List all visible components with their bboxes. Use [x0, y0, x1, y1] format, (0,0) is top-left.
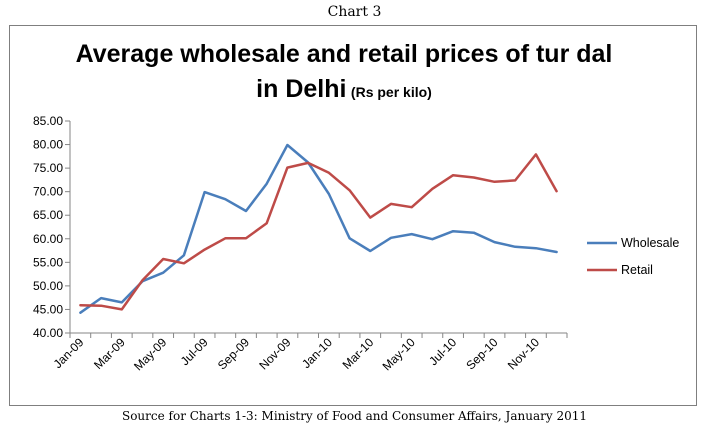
series-layer	[79, 143, 558, 314]
x-tick-label: Nov-09	[256, 335, 293, 372]
chart-subtitle-line: in Delhi (Rs per kilo)	[10, 75, 678, 104]
x-tick-label: Mar-09	[91, 335, 128, 372]
legend-label-retail: Retail	[621, 263, 653, 277]
y-tick-label: 45.00	[33, 302, 63, 316]
chart-frame	[9, 25, 697, 406]
x-tick-label: Mar-10	[340, 335, 377, 372]
y-tick-label: 50.00	[33, 279, 63, 293]
legend: Wholesale Retail	[587, 236, 679, 277]
x-tick-label: May-09	[131, 335, 169, 373]
y-tick-label: 40.00	[33, 326, 63, 340]
y-tick-label: 75.00	[33, 161, 63, 175]
y-tick-label: 70.00	[33, 185, 63, 199]
series-line-retail	[79, 153, 558, 311]
x-tick-label: Sep-10	[463, 335, 500, 372]
x-tick-label: Jan-09	[51, 335, 87, 371]
x-tick-label: Jul-10	[426, 335, 459, 368]
legend-label-wholesale: Wholesale	[621, 236, 679, 250]
y-axis: 40.00 45.00 50.00 55.00 60.00 65.00 70.00 75.00…	[33, 114, 71, 340]
y-tick-label: 60.00	[33, 232, 63, 246]
y-tick-label: 85.00	[33, 114, 63, 128]
y-tick-label: 80.00	[33, 138, 63, 152]
chart-number-label: Chart 3	[327, 4, 382, 20]
x-tick-label: Sep-09	[215, 335, 252, 372]
series-line-wholesale	[79, 143, 558, 314]
chart-title-location: in Delhi	[256, 75, 347, 103]
x-axis: Jan-09 Mar-09 May-09 Jul-09 Sep-09 Nov-09 Jan-…	[51, 332, 568, 373]
source-note: Source for Charts 1-3: Ministry of Food …	[121, 409, 587, 423]
chart-unit-label: (Rs per kilo)	[350, 84, 432, 100]
x-tick-label: Nov-10	[505, 335, 542, 372]
x-tick-label: Jan-10	[299, 335, 335, 371]
y-tick-label: 55.00	[33, 255, 63, 269]
y-tick-label: 65.00	[33, 208, 63, 222]
chart-title: Average wholesale and retail prices of t…	[75, 40, 613, 68]
x-tick-label: May-10	[380, 335, 418, 373]
x-tick-label: Jul-09	[178, 335, 211, 368]
